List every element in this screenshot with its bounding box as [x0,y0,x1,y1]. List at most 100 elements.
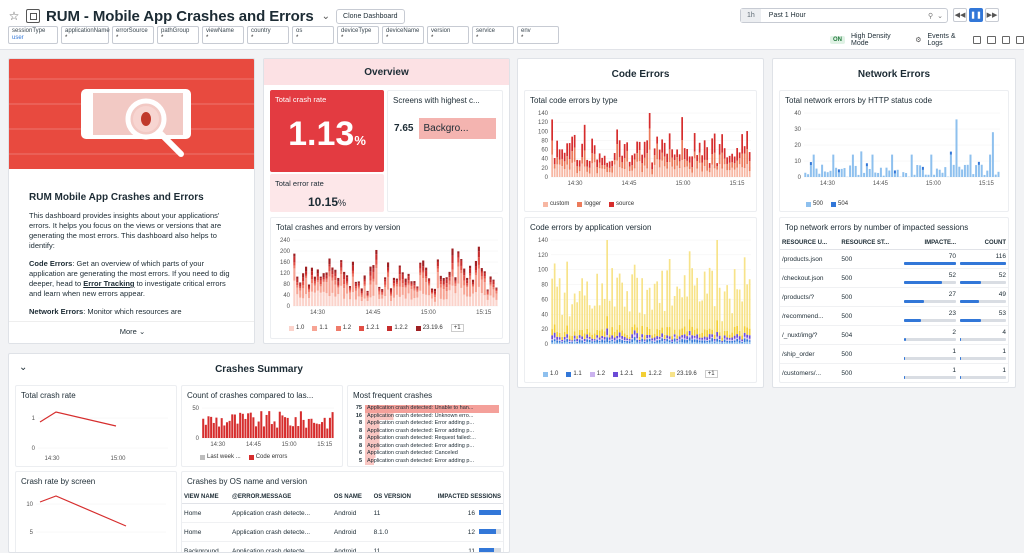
bar-segment [704,343,706,344]
legend-item[interactable]: 504 [831,201,848,207]
var-pathGroup[interactable]: pathGroup* [157,26,199,44]
column-header[interactable]: IMPACTED SESSIONS [423,491,503,504]
density-toggle[interactable]: ON [830,36,845,44]
var-viewName[interactable]: viewName* [202,26,244,44]
legend-item[interactable]: 1.2 [336,325,351,331]
bar-segment [402,287,404,295]
legend-item[interactable]: 23.19.6 [670,371,697,377]
keyboard-icon[interactable] [987,36,995,44]
y-tick-label: 80 [541,283,548,289]
share-icon[interactable] [1016,36,1024,44]
var-env[interactable]: env* [517,26,559,44]
column-header[interactable]: COUNT [958,237,1008,250]
bar-segment [669,342,671,344]
more-button[interactable]: More ⌄ [9,321,255,344]
legend-item[interactable]: 1.1 [566,371,581,377]
column-header[interactable]: RESOURCE U... [780,237,839,250]
column-header[interactable]: OS NAME [332,491,372,504]
legend-item[interactable]: 1.2.1 [359,325,379,331]
error-tracking-link[interactable]: Error Tracking [83,279,134,288]
impacted-value: 1 [904,348,956,355]
bar-segment [437,269,439,272]
var-errorSource[interactable]: errorSource* [112,26,154,44]
time-selector[interactable]: 1h Past 1 Hour ⚲ ⌄ [740,8,948,23]
settings-icon[interactable] [1002,36,1010,44]
pin-icon[interactable]: ⚲ [928,12,937,20]
legend-item[interactable]: 1.2.1 [613,371,633,377]
events-logs-button[interactable]: Events & Logs [927,33,967,47]
legend-more-button[interactable]: +1 [451,324,464,332]
events-icon[interactable]: ⚙ [915,36,921,44]
column-header[interactable]: IMPACTE... [902,237,958,250]
legend-item[interactable]: 1.0 [289,325,304,331]
legend-item[interactable]: custom [543,201,569,207]
collapse-chevron-icon[interactable]: ⌄ [19,362,27,373]
bar-segment [681,335,683,337]
legend-item[interactable]: logger [577,201,601,207]
var-deviceType[interactable]: deviceType* [337,26,379,44]
legend-item[interactable]: 1.2.2 [641,371,661,377]
legend-item[interactable]: 23.19.6 [416,325,443,331]
clone-dashboard-button[interactable]: Clone Dashboard [336,9,404,24]
legend-item[interactable]: 1.0 [543,371,558,377]
bar-segment [355,288,357,290]
column-header[interactable]: VIEW NAME [182,491,230,504]
legend-more-button[interactable]: +1 [705,370,718,378]
legend-item[interactable]: Code errors [249,454,288,460]
legend-item[interactable]: 1.1 [312,325,327,331]
bar-segment [701,340,703,341]
pause-icon[interactable]: ❚❚ [969,8,983,22]
bar-segment [396,284,398,286]
bar-segment [372,282,374,296]
intro-banner [9,59,255,169]
var-version[interactable]: version* [427,26,469,44]
legend-item[interactable]: 1.2 [590,371,605,377]
var-service[interactable]: service* [472,26,514,44]
tv-icon[interactable] [973,36,981,44]
var-deviceName[interactable]: deviceName* [382,26,424,44]
star-icon[interactable]: ☆ [8,9,20,23]
legend-item[interactable]: source [609,201,634,207]
bar-segment [709,163,711,168]
bar-segment [671,342,673,343]
var-country[interactable]: country* [247,26,289,44]
column-header[interactable]: RESOURCE ST... [839,237,902,250]
bar-segment [734,269,736,327]
var-os[interactable]: os* [292,26,334,44]
legend-item[interactable]: 1.2.2 [387,325,407,331]
legend-item[interactable]: Last week ... [200,454,241,460]
chevron-down-icon[interactable]: ⌄ [322,11,330,22]
forward-icon[interactable]: ▶▶ [985,8,999,22]
bar-segment [475,275,477,292]
bar-segment [654,342,656,343]
column-header[interactable]: @ERROR.MESSAGE [230,491,332,504]
legend-item[interactable]: 500 [806,201,823,207]
var-applicationName[interactable]: applicationName* [61,26,109,44]
chevron-down-icon[interactable]: ⌄ [937,12,947,20]
bar [300,411,302,438]
bar-segment [402,283,404,287]
column-header[interactable]: OS VERSION [372,491,423,504]
bar-segment [586,281,588,328]
bar [914,175,916,177]
rewind-icon[interactable]: ◀◀ [953,8,967,22]
